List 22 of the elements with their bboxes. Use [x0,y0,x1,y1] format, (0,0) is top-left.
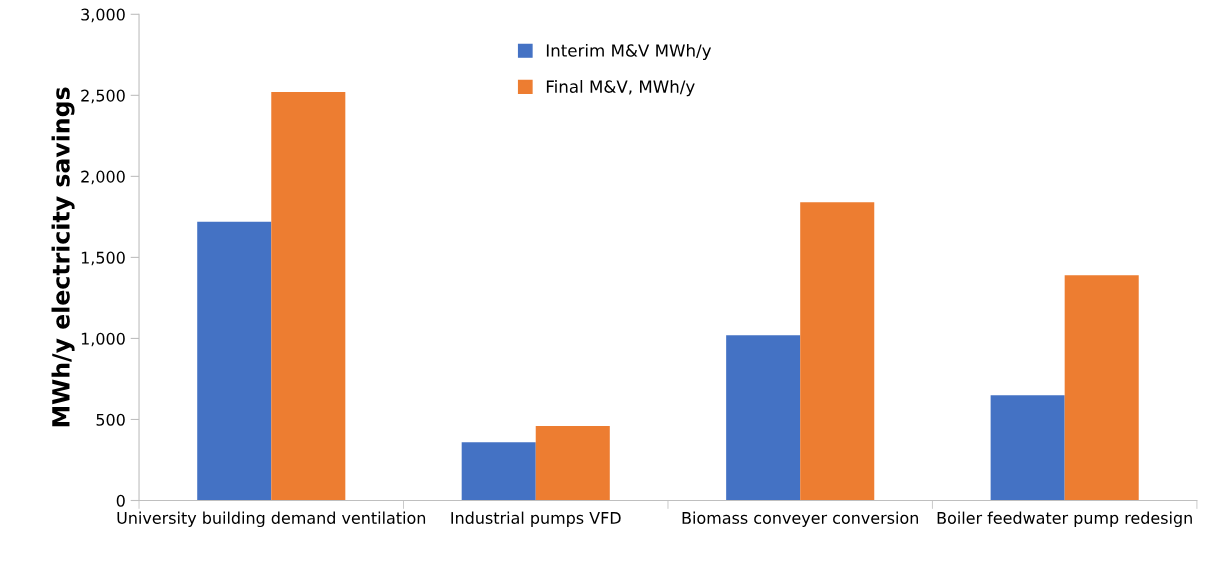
y-tick-label: 500 [96,413,125,426]
y-tick-label: 1,000 [81,332,125,347]
bar [800,202,875,501]
y-axis-title: MWh/y electricity savings [51,87,75,427]
bar [1064,275,1139,501]
bar [726,335,801,501]
legend-label: Final M&V, MWh/y [546,80,695,97]
y-tick-label: 3,000 [81,8,125,23]
y-tick-label: 1,500 [81,251,125,266]
bar [461,442,536,501]
bar [990,395,1065,501]
y-tick-label: 2,500 [81,89,125,104]
x-tick-label: Biomass conveyer conversion [682,511,918,528]
bar [197,221,272,501]
y-tick-label: 2,000 [81,170,125,185]
x-tick-label: Boiler feedwater pump redesign [937,511,1192,528]
x-tick-label: University building demand ventilation [117,511,426,528]
x-tick-label: Industrial pumps VFD [451,511,621,528]
y-tick-label: 0 [116,494,125,507]
bar [271,92,346,501]
bar [535,425,610,501]
legend-label: Interim M&V MWh/y [546,43,712,61]
